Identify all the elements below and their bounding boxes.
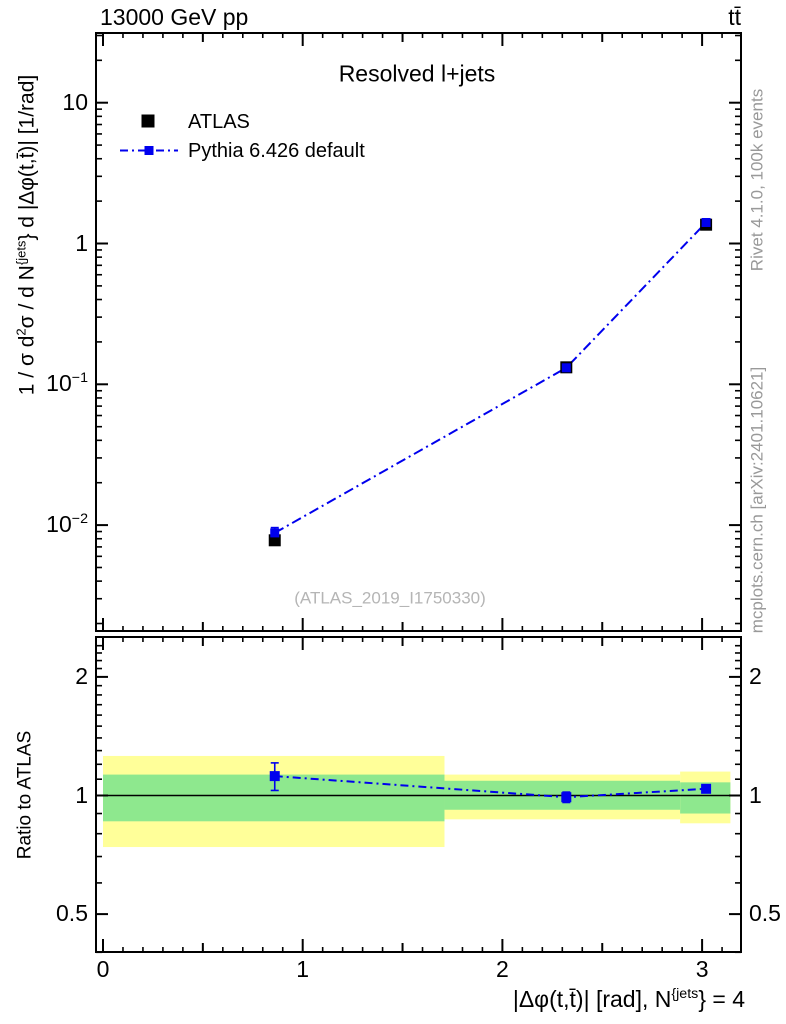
analysis-watermark: (ATLAS_2019_I1750330)	[294, 588, 486, 608]
legend-pythia-swatch-marker	[144, 146, 154, 155]
mcplots-arxiv-note: mcplots.cern.ch [arXiv:2401.10621]	[747, 366, 767, 634]
ratio-y-tick-label-left: 1	[75, 781, 88, 808]
main-frame	[95, 32, 742, 632]
main-y-tick-label: 1	[75, 229, 88, 256]
ratio-y-tick-label-left: 0.5	[56, 900, 88, 927]
ratio-y-tick-label-right: 2	[749, 662, 762, 689]
beam-energy-label: 13000 GeV pp	[100, 4, 249, 30]
x-tick-label: 1	[296, 956, 310, 982]
pythia-ratio-marker	[701, 783, 712, 794]
legend-label-atlas: ATLAS	[188, 111, 250, 133]
main-y-tick-label: 10−1	[46, 370, 88, 397]
legend-label-pythia: Pythia 6.426 default	[188, 140, 365, 162]
pythia-line-main	[274, 221, 707, 534]
pythia-marker	[561, 363, 571, 373]
ratio-y-tick-label-right: 0.5	[749, 900, 781, 927]
main-y-tick-label: 10−2	[46, 511, 88, 538]
ratio-y-tick-label-left: 2	[75, 662, 88, 689]
process-label: tt̄	[728, 4, 741, 30]
plot-title: Resolved l+jets	[338, 60, 496, 87]
main-y-tick-label: 10	[62, 88, 88, 115]
x-tick-label: 2	[495, 956, 509, 982]
pythia-ratio-marker	[561, 792, 572, 803]
legend-atlas-swatch	[141, 114, 155, 128]
ratio-band-inner	[103, 774, 445, 822]
rivet-version-note: Rivet 4.1.0, 100k events	[747, 88, 767, 272]
pythia-ratio-marker	[269, 771, 280, 782]
ratio-y-tick-label-right: 1	[749, 781, 762, 808]
x-axis-label: |Δφ(t,t̄)| [rad], N{jets} = 4	[512, 986, 745, 1012]
x-tick-label: 3	[695, 956, 709, 982]
x-tick-label: 0	[96, 956, 110, 982]
pythia-marker	[701, 217, 711, 227]
pythia-marker	[270, 528, 280, 538]
